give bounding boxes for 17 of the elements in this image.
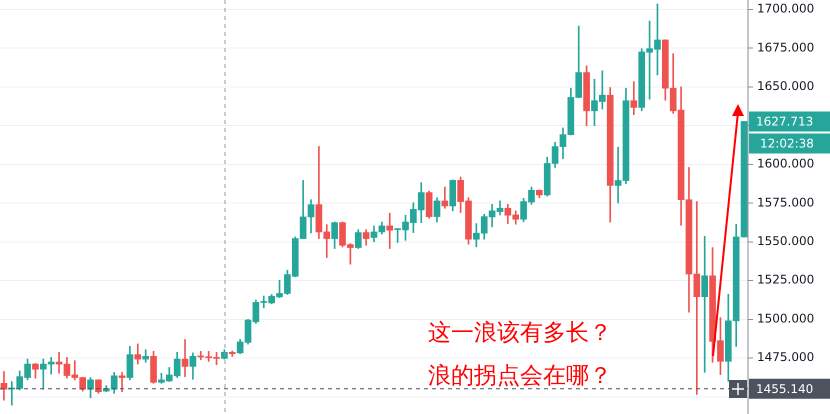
y-tick-label: 1550.000 [757, 234, 814, 248]
ref-line-label: 1455.140 [756, 382, 814, 396]
y-tick-label: 1600.000 [757, 156, 814, 171]
y-tick-label: 1575.000 [757, 195, 814, 210]
text: 1627.713 [756, 114, 814, 129]
annotation: 浪的拐点会在哪？ [428, 362, 612, 391]
y-tick-label: 1675.000 [757, 40, 814, 54]
y-tick-label: 1700.000 [757, 2, 814, 16]
candlestick [0, 371, 8, 400]
text: 12:02:38 [760, 136, 814, 151]
candlestick [182, 339, 188, 377]
annotation: 这一浪该有多长？ [428, 319, 612, 348]
y-tick-label: 1500.000 [757, 311, 814, 326]
y-tick-label: 1650.000 [757, 79, 814, 94]
y-tick-label: 1475.000 [757, 350, 814, 364]
candlestick [118, 372, 126, 392]
y-tick-label: 1525.000 [757, 272, 814, 287]
